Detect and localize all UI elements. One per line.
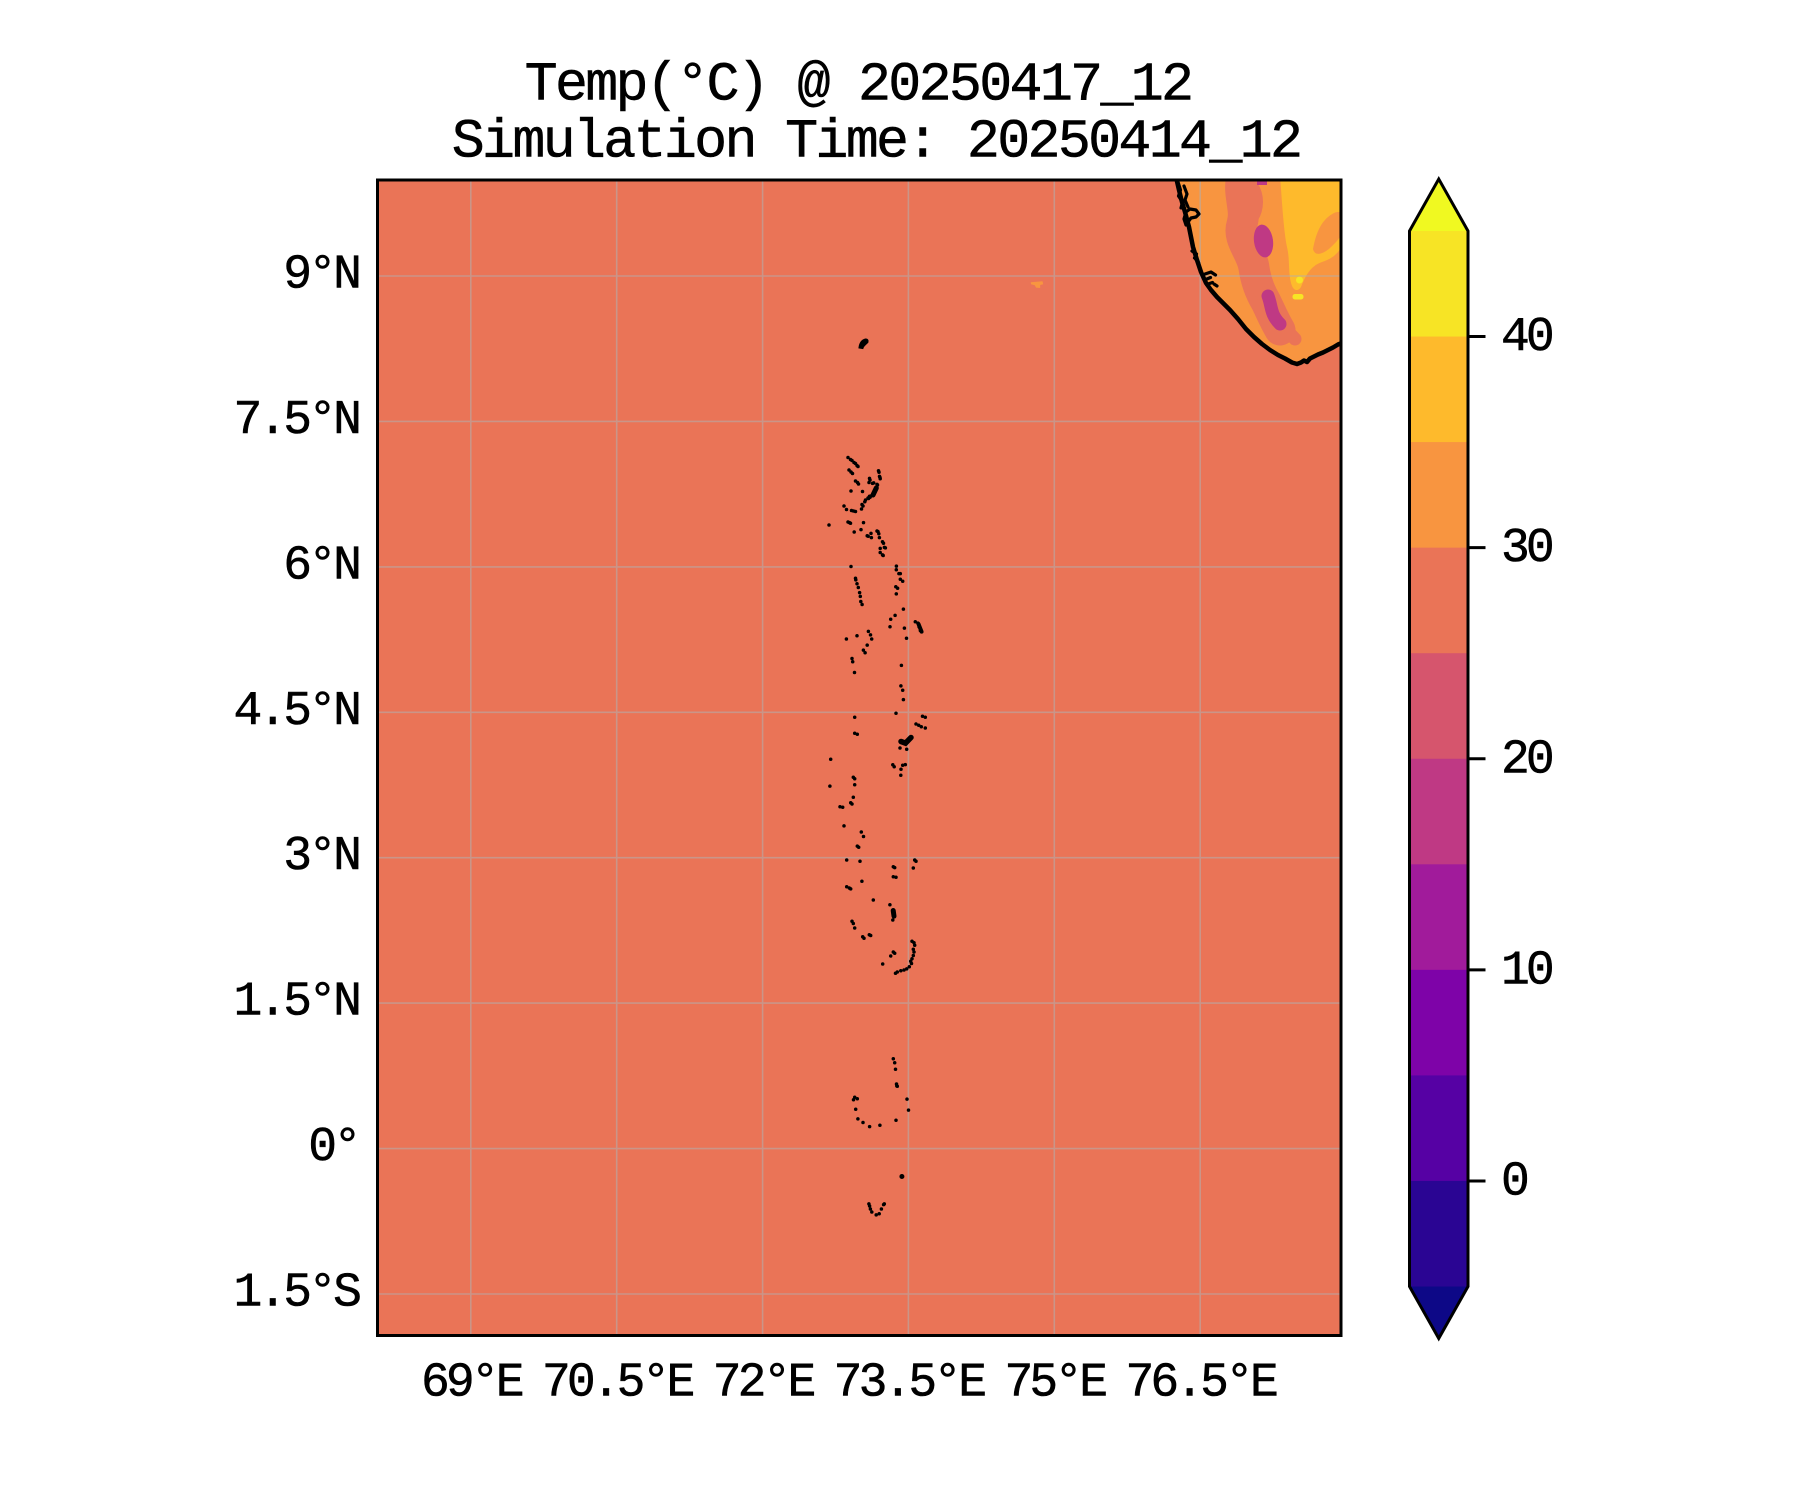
svg-text:75°E: 75°E [1004,1357,1106,1411]
svg-text:0°: 0° [308,1121,358,1175]
svg-text:30: 30 [1501,522,1552,576]
svg-text:Simulation Time: 20250414_12: Simulation Time: 20250414_12 [452,111,1301,174]
svg-text:70.5°E: 70.5°E [542,1357,694,1411]
svg-text:76.5°E: 76.5°E [1125,1357,1277,1411]
svg-text:40: 40 [1501,311,1552,365]
svg-text:73.5°E: 73.5°E [834,1357,986,1411]
svg-text:10: 10 [1501,944,1552,998]
svg-text:20: 20 [1501,733,1552,787]
svg-text:0: 0 [1501,1156,1527,1210]
svg-text:4.5°N: 4.5°N [233,685,358,739]
svg-text:3°N: 3°N [283,830,358,884]
svg-text:7.5°N: 7.5°N [233,394,358,448]
svg-text:69°E: 69°E [421,1357,523,1411]
svg-text:Temp(°C) @ 20250417_12: Temp(°C) @ 20250417_12 [525,54,1192,117]
svg-text:1.5°N: 1.5°N [233,976,358,1030]
svg-text:6°N: 6°N [283,539,358,593]
svg-text:72°E: 72°E [713,1357,815,1411]
svg-text:9°N: 9°N [283,249,358,303]
svg-text:1.5°S: 1.5°S [233,1267,360,1321]
